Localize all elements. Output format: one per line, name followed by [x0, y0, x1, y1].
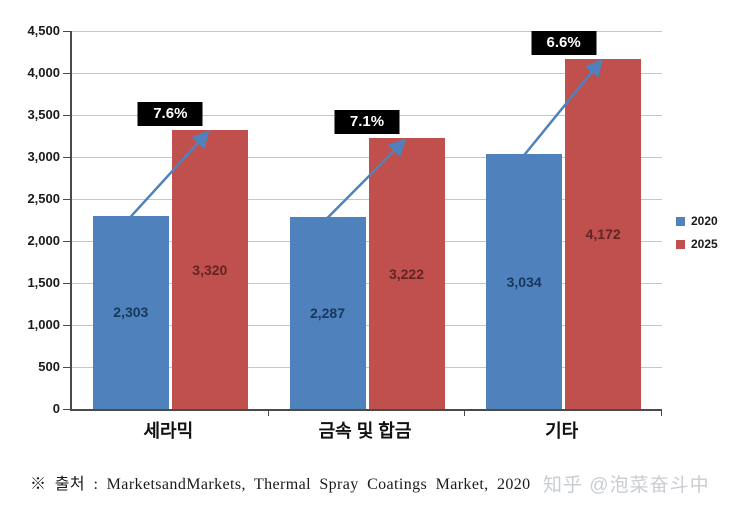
source-text: ※ 출처 : MarketsandMarkets, Thermal Spray …	[30, 476, 531, 493]
legend-item-2025: 2025	[676, 237, 718, 251]
bar-2020	[92, 215, 169, 409]
gridline	[72, 30, 662, 32]
y-tick-mark	[63, 408, 71, 410]
bar-value-label: 3,034	[506, 273, 542, 290]
bar-value-label: 4,172	[585, 225, 621, 242]
y-tick-label: 2,500	[27, 191, 60, 206]
growth-rate-label: 7.6%	[137, 102, 203, 127]
y-tick-label: 2,000	[27, 233, 60, 248]
growth-rate-label: 7.1%	[334, 110, 400, 135]
y-tick-label: 0	[52, 401, 60, 416]
y-tick-mark	[63, 156, 71, 158]
legend-swatch-icon	[676, 216, 685, 226]
gridline	[72, 72, 662, 74]
bar-value-label: 3,320	[192, 261, 228, 278]
y-tick-mark	[63, 366, 71, 368]
y-tick-label: 1,500	[27, 275, 60, 290]
plot-area: 2,303 3,320 2,287 3,222 3,034 4,172 7.6% 7.1% 6…	[63, 30, 662, 416]
y-tick-mark	[63, 198, 71, 200]
x-tick-mark	[267, 411, 269, 416]
legend: 2020 2025	[676, 214, 718, 260]
bar-value-label: 2,287	[309, 304, 346, 321]
watermark-text: 知乎 @泡菜奋斗中	[543, 475, 710, 496]
y-tick-label: 3,000	[27, 149, 60, 164]
y-tick-label: 4,000	[27, 65, 60, 80]
y-tick-label: 500	[38, 359, 60, 374]
bar-2020	[486, 154, 563, 409]
category-label: 기타	[545, 421, 579, 441]
legend-label: 2020	[691, 214, 718, 228]
y-tick-mark	[63, 72, 71, 74]
x-tick-mark	[464, 411, 466, 416]
gridline	[72, 282, 662, 284]
y-tick-label: 1,000	[27, 317, 60, 332]
y-tick-label: 3,500	[27, 107, 60, 122]
bar-value-label: 2,303	[113, 304, 149, 321]
bar-value-label: 3,222	[388, 265, 425, 282]
growth-rate-label: 6.6%	[531, 30, 597, 55]
gridline	[72, 366, 662, 368]
category-label: 금속 및 합금	[318, 421, 412, 441]
gridline	[72, 240, 662, 242]
bar-2020	[289, 216, 366, 409]
y-tick-mark	[63, 282, 71, 284]
legend-swatch-icon	[676, 239, 685, 249]
x-tick-mark	[661, 411, 662, 416]
gridline	[72, 324, 662, 326]
y-tick-mark	[63, 114, 71, 116]
y-tick-mark	[63, 324, 71, 326]
legend-label: 2025	[691, 237, 718, 251]
category-label: 세라믹	[143, 421, 194, 441]
y-tick-label: 4,500	[27, 23, 60, 38]
y-tick-mark	[63, 30, 71, 32]
legend-item-2020: 2020	[676, 214, 718, 228]
y-tick-mark	[63, 240, 71, 242]
